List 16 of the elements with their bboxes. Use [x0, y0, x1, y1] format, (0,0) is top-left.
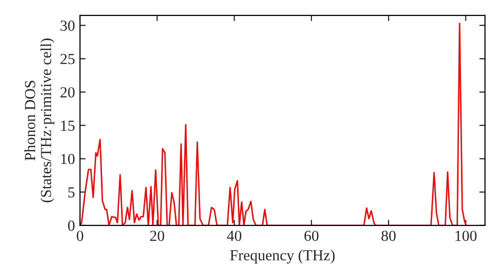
- y-tick-label: 10: [61, 154, 75, 164]
- y-tick-label: 5: [68, 187, 75, 198]
- x-tick-label: 100: [456, 230, 477, 242]
- y-tick-label: 15: [61, 120, 75, 131]
- x-axis-title: Frequency (THz): [230, 250, 335, 264]
- y-tick-label: 0: [68, 220, 75, 231]
- line-series: [80, 22, 467, 226]
- y-tick-label: 30: [60, 20, 75, 31]
- y-tick-label: 20: [60, 87, 75, 98]
- x-tick-label: 20: [150, 230, 164, 242]
- y-axis-title: Phonon DOS (States/THz·primitive cell): [24, 38, 54, 202]
- x-tick-label: 40: [226, 230, 242, 242]
- x-tick-label: 0: [76, 230, 84, 242]
- x-tick-label: 60: [304, 230, 318, 242]
- x-tick-label: 80: [382, 230, 396, 242]
- y-tick-label: 25: [60, 54, 75, 64]
